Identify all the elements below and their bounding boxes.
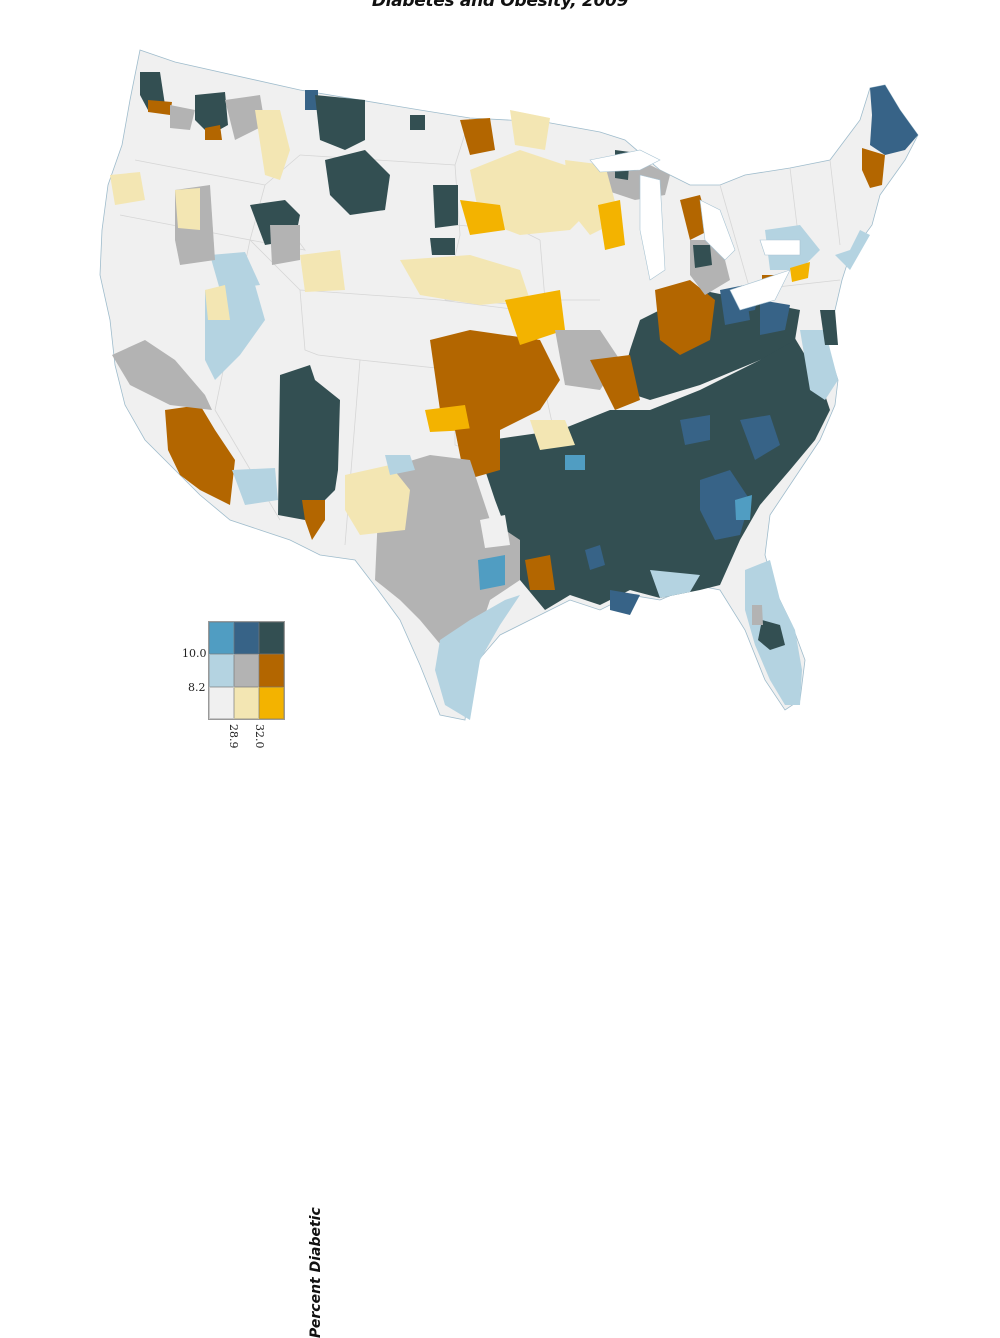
legend-x-tick-28-9: 28.9 bbox=[227, 724, 240, 749]
legend-cell-high-mid bbox=[234, 622, 259, 655]
legend-cell-low-high bbox=[259, 686, 284, 719]
legend-y-tick-8-2: 8.2 bbox=[188, 681, 206, 694]
legend-cell-mid-high bbox=[259, 654, 284, 687]
legend-cell-low-low bbox=[209, 686, 234, 719]
legend-cell-low-mid bbox=[234, 686, 259, 719]
legend-x-tick-32: 32.0 bbox=[253, 724, 266, 749]
legend-color-grid bbox=[208, 621, 285, 720]
legend-cell-high-high bbox=[259, 622, 284, 655]
great-lakes bbox=[589, 149, 801, 311]
legend-cell-high-low bbox=[209, 622, 234, 655]
legend-cell-mid-low bbox=[209, 654, 234, 687]
legend-y-tick-10: 10.0 bbox=[182, 647, 207, 660]
us-county-map bbox=[99, 49, 919, 721]
legend-cell-mid-mid bbox=[234, 654, 259, 687]
legend-y-axis-label: Percent Diabetic bbox=[308, 1207, 324, 1338]
map-title: Diabetes and Obesity, 2009 bbox=[371, 0, 629, 11]
county-clusters bbox=[110, 72, 918, 720]
